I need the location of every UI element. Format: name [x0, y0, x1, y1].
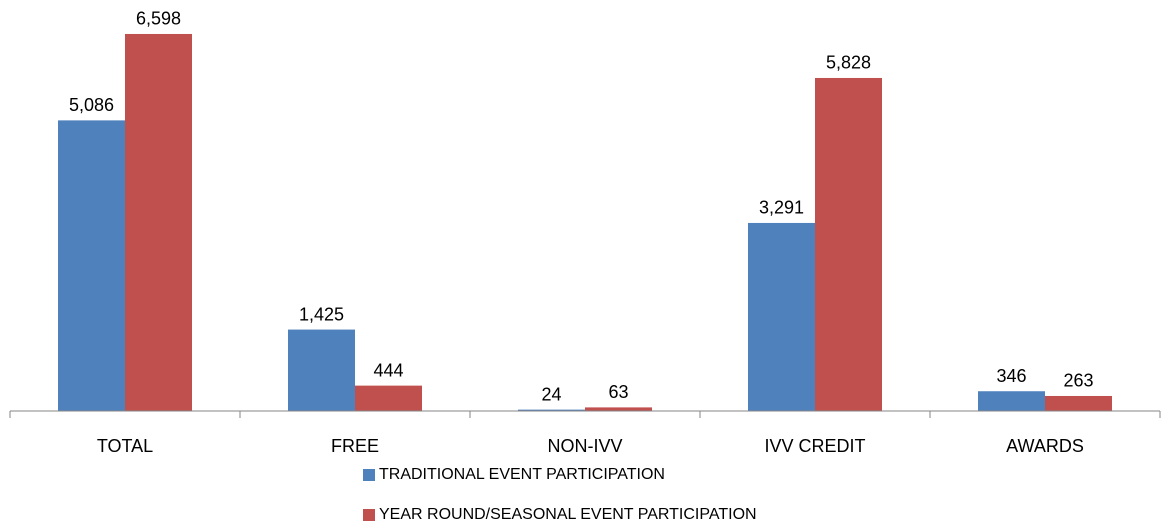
- data-label: 444: [373, 360, 403, 380]
- bar: [815, 77, 882, 411]
- x-tick-label: IVV CREDIT: [764, 436, 865, 456]
- bar: [518, 409, 585, 411]
- data-label: 63: [608, 382, 628, 402]
- x-tick-label: NON-IVV: [547, 436, 622, 456]
- x-tick-label: AWARDS: [1006, 436, 1084, 456]
- data-label: 6,598: [136, 9, 181, 29]
- legend-label: YEAR ROUND/SEASONAL EVENT PARTICIPATION: [379, 506, 757, 523]
- legend-swatch: [363, 469, 375, 481]
- bar: [748, 222, 815, 411]
- bar: [288, 329, 355, 411]
- data-label: 24: [541, 384, 561, 404]
- legend-label: TRADITIONAL EVENT PARTICIPATION: [379, 466, 665, 483]
- data-label: 5,086: [69, 95, 114, 115]
- bar: [585, 407, 652, 411]
- legend-swatch: [363, 509, 375, 521]
- bar: [978, 391, 1045, 411]
- bar: [125, 33, 192, 411]
- data-label: 346: [996, 366, 1026, 386]
- data-label: 1,425: [299, 304, 344, 324]
- x-tick-label: TOTAL: [97, 436, 153, 456]
- data-label: 5,828: [826, 53, 871, 73]
- bar: [58, 120, 125, 411]
- x-tick-label: FREE: [331, 436, 379, 456]
- bar: [355, 385, 422, 411]
- data-label: 263: [1063, 371, 1093, 391]
- bar: [1045, 395, 1112, 411]
- data-label: 3,291: [759, 198, 804, 218]
